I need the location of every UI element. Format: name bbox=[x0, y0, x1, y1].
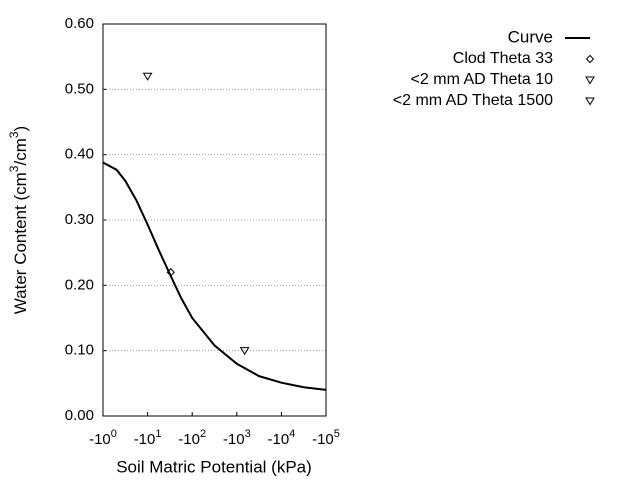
triangle-marker bbox=[239, 347, 250, 356]
x-tick-base: -10 bbox=[89, 431, 111, 448]
y-axis-label-part: Water Content (cm bbox=[11, 172, 30, 314]
x-tick-exponent: 2 bbox=[200, 428, 206, 440]
plot-frame bbox=[102, 23, 327, 417]
diamond-marker bbox=[166, 268, 175, 277]
x-tick-base: -10 bbox=[267, 431, 289, 448]
x-tick-base: -10 bbox=[134, 431, 156, 448]
x-tick-label: -102 bbox=[178, 428, 206, 448]
curve-line bbox=[102, 161, 327, 391]
legend-label: <2 mm AD Theta 10 bbox=[411, 71, 554, 88]
x-tick-exponent: 3 bbox=[245, 428, 251, 440]
legend-label: <2 mm AD Theta 1500 bbox=[393, 92, 553, 109]
triangle-marker bbox=[142, 72, 153, 81]
y-axis-label-part: ) bbox=[11, 126, 30, 132]
x-tick-base: -10 bbox=[312, 431, 334, 448]
x-axis-label: Soil Matric Potential (kPa) bbox=[116, 457, 312, 476]
x-tick-label: -101 bbox=[134, 428, 162, 448]
y-axis-label: Water Content (cm3/cm3) bbox=[7, 126, 30, 314]
x-tick-label: -104 bbox=[267, 428, 295, 448]
x-tick-exponent: 4 bbox=[289, 428, 295, 440]
x-tick-exponent: 5 bbox=[334, 428, 340, 440]
x-tick-label: -100 bbox=[89, 428, 117, 448]
y-axis-label-sup: 3 bbox=[7, 165, 21, 172]
triangle-marker bbox=[585, 76, 595, 85]
y-tick-label: 0.50 bbox=[65, 80, 94, 97]
x-tick-exponent: 0 bbox=[111, 428, 117, 440]
diamond-marker bbox=[585, 54, 595, 64]
x-tick-base: -10 bbox=[223, 431, 245, 448]
y-tick-label: 0.10 bbox=[65, 342, 94, 359]
x-tick-label: -105 bbox=[312, 428, 340, 448]
y-tick-label: 0.60 bbox=[65, 15, 94, 32]
triangle-marker bbox=[585, 97, 595, 106]
y-axis-label-part: /cm bbox=[11, 138, 30, 165]
y-tick-label: 0.20 bbox=[65, 276, 94, 293]
y-tick-label: 0.00 bbox=[65, 407, 94, 424]
y-axis-label-sup: 3 bbox=[7, 131, 21, 138]
y-tick-label: 0.30 bbox=[65, 211, 94, 228]
x-tick-exponent: 1 bbox=[155, 428, 161, 440]
y-tick-label: 0.40 bbox=[65, 146, 94, 163]
legend-label: Curve bbox=[508, 27, 553, 46]
legend-label: Clod Theta 33 bbox=[453, 50, 553, 67]
x-tick-label: -103 bbox=[223, 428, 251, 448]
x-tick-base: -10 bbox=[178, 431, 200, 448]
